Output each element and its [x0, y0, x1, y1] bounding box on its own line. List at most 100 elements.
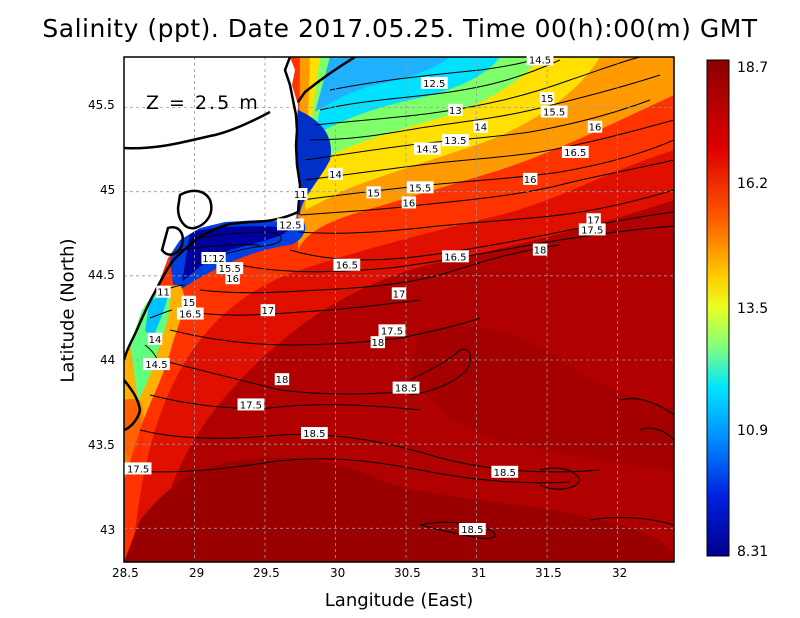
contour-label-text: 15.5: [543, 108, 565, 119]
grid-lines: [123, 57, 674, 562]
y-axis-label: Latitude (North): [57, 238, 79, 383]
contour-label-text: 17.5: [127, 464, 149, 475]
contour-label: 16: [401, 196, 417, 209]
x-axis-label: Langitude (East): [324, 590, 474, 611]
contour-label: 14: [328, 167, 343, 181]
contour-label-text: 17.5: [240, 400, 262, 411]
contour-label-text: 17.5: [581, 225, 603, 236]
contour-label: 18: [370, 336, 386, 349]
map-title: Salinity (ppt). Date 2017.05.25. Time 00…: [42, 14, 758, 43]
contour-label-text: 16.5: [179, 310, 201, 321]
y-tick-label: 45: [100, 183, 116, 197]
x-tick-label: 30.5: [394, 566, 421, 580]
contour-label-text: 16.5: [444, 252, 466, 263]
contour-label: 15.5: [216, 262, 244, 275]
contour-label-text: 12.5: [423, 79, 445, 90]
y-tick-label: 44: [100, 353, 116, 367]
contour-label: 18.5: [491, 465, 519, 479]
contour-label-text: 13.5: [444, 136, 466, 147]
contour-label-text: 15.5: [409, 183, 431, 194]
y-tick-label: 45.5: [88, 98, 115, 112]
contour-label-text: 16: [403, 198, 416, 209]
contour-label-text: 15: [183, 298, 196, 309]
contour-label: 17.5: [237, 398, 265, 411]
colorbar-label: 18.7: [737, 60, 769, 76]
contour-label-text: 16: [524, 175, 537, 186]
contour-label: 14: [147, 332, 163, 346]
x-tick-label: 29: [189, 566, 205, 580]
contour-label-text: 14: [149, 335, 162, 346]
contour-label-text: 16.5: [336, 261, 358, 272]
contour-label-text: 16.5: [564, 148, 586, 159]
contour-label: 12: [211, 252, 226, 265]
contour-label-text: 18.5: [461, 525, 483, 536]
colorbar-label: 8.31: [737, 544, 769, 560]
contour-label: 16: [587, 120, 603, 134]
colorbar-label: 10.9: [737, 423, 769, 439]
colorbar: [706, 59, 730, 557]
x-tick-label: 28.5: [112, 566, 139, 580]
contour-label: 15.5: [540, 105, 568, 119]
contour-label-text: 14.5: [416, 145, 438, 156]
colorbar-label: 13.5: [737, 301, 769, 317]
contour-label: 17: [586, 213, 601, 226]
contour-label: 14.5: [526, 53, 554, 66]
contour-label: 14.5: [413, 142, 441, 156]
contour-label: 13.5: [442, 134, 469, 147]
contour-label: 14: [473, 120, 488, 134]
contour-label-text: 14.5: [145, 360, 167, 371]
contour-label: 16.5: [176, 307, 204, 321]
contour-label-text: 12: [212, 254, 225, 265]
contour-label: 16: [522, 172, 538, 186]
contour-label: 18.5: [392, 381, 420, 395]
y-tick-label: 44.5: [88, 268, 115, 282]
contour-label: 13: [448, 103, 463, 117]
x-tick-label: 29.5: [253, 566, 280, 580]
contour-label: 16.5: [333, 258, 361, 272]
contour-label: 16: [225, 272, 240, 285]
contour-label-text: 13: [449, 106, 462, 117]
contour-label: 18.5: [458, 523, 486, 536]
contour-label-text: 18.5: [494, 468, 516, 479]
x-tick-label: 32: [612, 566, 628, 580]
depth-label: Z = 2.5 m: [146, 92, 260, 114]
x-tick-label: 31.5: [535, 566, 562, 580]
contour-label: 18.5: [300, 427, 328, 440]
contour-label-text: 17: [261, 306, 274, 317]
contour-label: 11: [293, 188, 308, 201]
contour-label: 17: [391, 287, 407, 300]
contour-label: 15: [181, 295, 197, 309]
plot-frame: [123, 56, 675, 563]
contour-label-text: 11: [294, 190, 307, 201]
contour-label-text: 18: [534, 246, 547, 257]
x-tick-label: 30: [330, 566, 346, 580]
contour-label: 18: [274, 373, 290, 386]
contour-label: 12.5: [420, 76, 448, 90]
contour-label: 17.5: [578, 223, 606, 236]
contour-label: 15.5: [406, 181, 434, 194]
contour-label: 15: [366, 186, 381, 199]
contour-label: 11: [156, 285, 171, 299]
contour-label: 12.5: [277, 218, 304, 231]
contour-label-text: 11: [202, 254, 215, 265]
contour-label: 17.5: [124, 462, 152, 475]
contour-label: 18: [532, 243, 548, 257]
contour-label: 17: [260, 304, 276, 317]
contour-label: 16.5: [561, 145, 589, 159]
colorbar-label: 16.2: [737, 176, 769, 192]
contour-label-text: 14: [329, 170, 342, 181]
y-tick-label: 43: [100, 523, 116, 537]
contour-label-text: 14.5: [529, 55, 551, 66]
contour-label-text: 12.5: [279, 220, 301, 231]
contour-label-text: 18.5: [303, 429, 325, 440]
contour-label: 17.5: [378, 324, 406, 337]
contour-label-text: 16: [226, 274, 239, 285]
contour-label: 16.5: [442, 250, 469, 263]
x-tick-label: 31: [471, 566, 487, 580]
contour-label-text: 18: [371, 338, 384, 349]
contour-label-text: 15: [367, 188, 380, 199]
contour-label-text: 18.5: [395, 384, 417, 395]
contour-label-text: 17: [587, 215, 600, 226]
